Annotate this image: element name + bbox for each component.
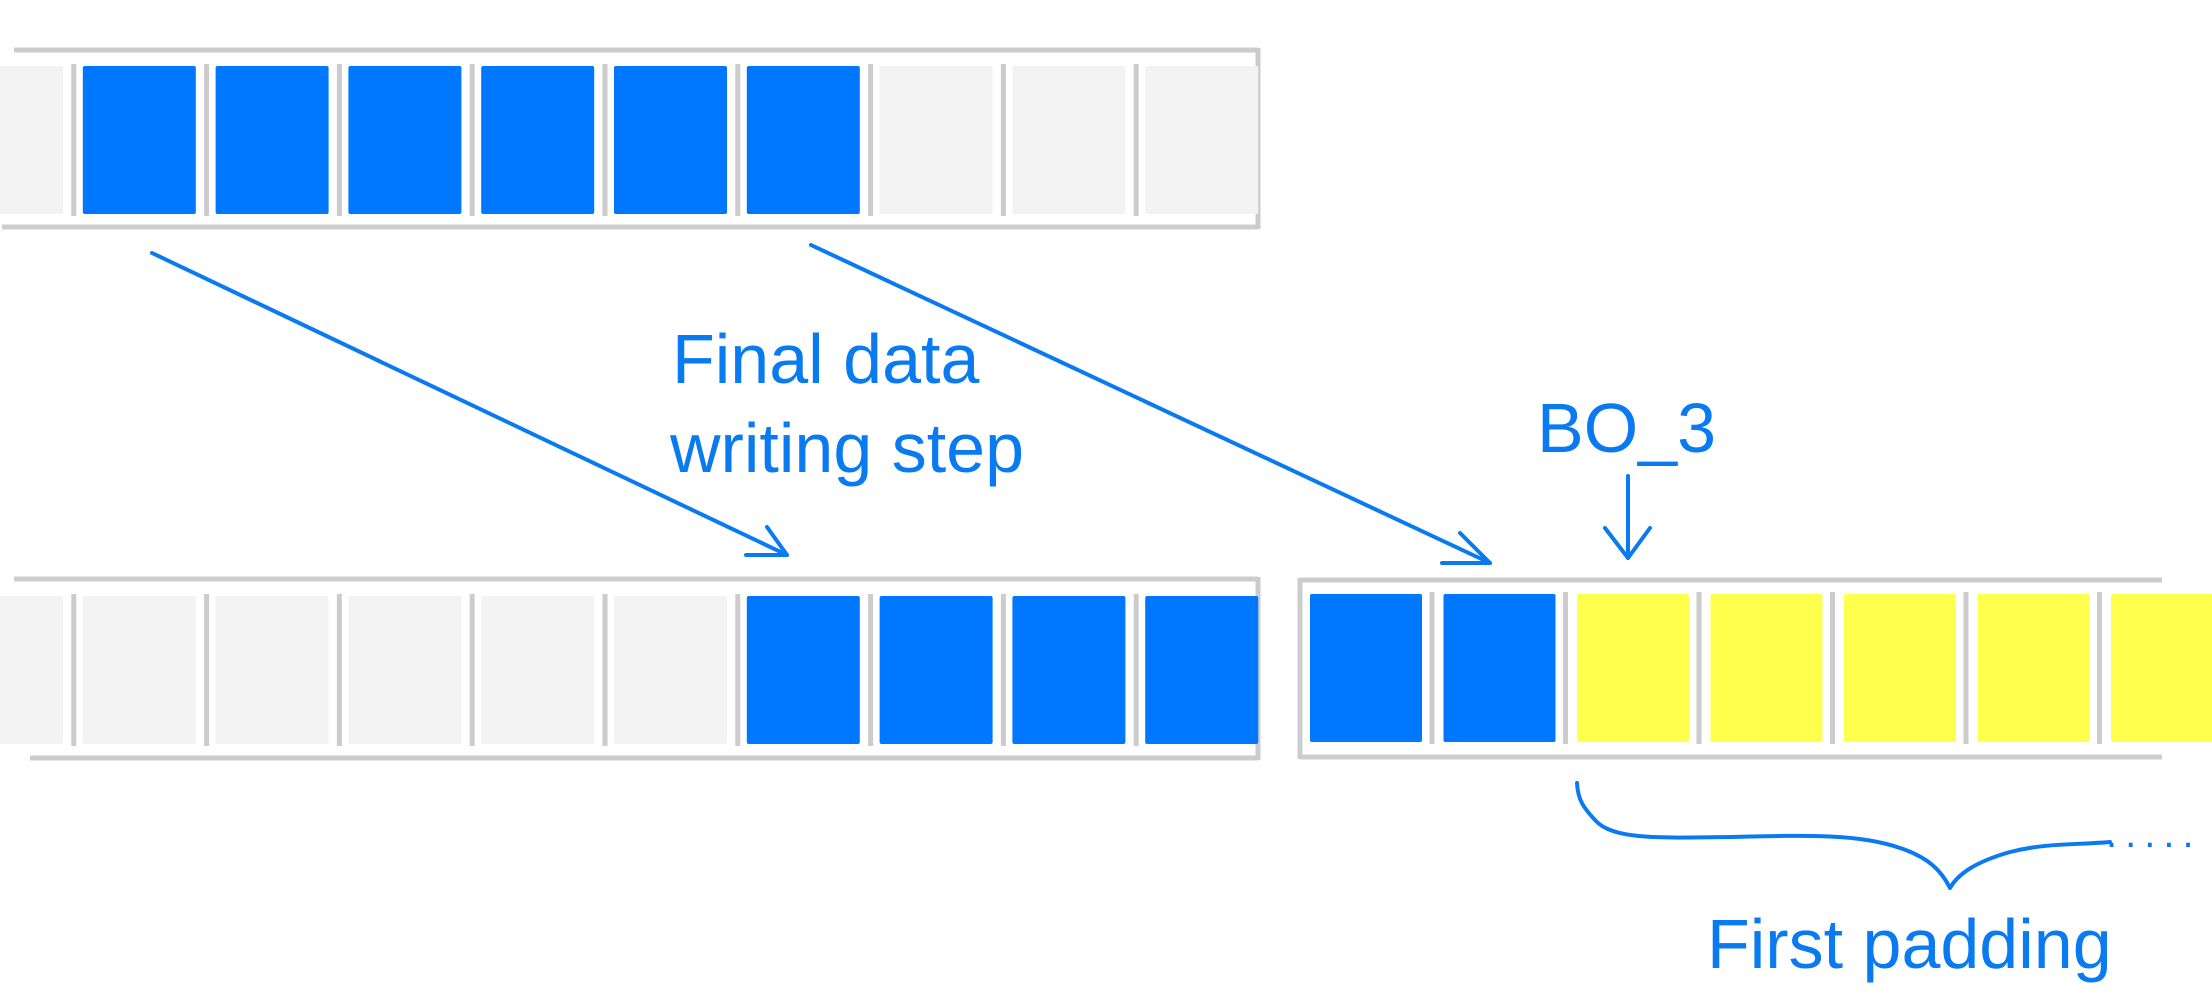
arrow-right-head bbox=[1442, 533, 1490, 563]
empty-block bbox=[614, 596, 727, 744]
padding-brace bbox=[1577, 783, 2110, 888]
dest-right-buffer-cells bbox=[1310, 592, 2212, 744]
bo-marker-arrow bbox=[1605, 476, 1650, 558]
data-block bbox=[348, 66, 461, 214]
empty-block bbox=[481, 596, 594, 744]
data-block bbox=[880, 596, 993, 744]
padding-label: First padding bbox=[1707, 905, 2112, 983]
data-block bbox=[1444, 594, 1556, 742]
arrow-right bbox=[811, 245, 1490, 563]
padding-block bbox=[2111, 594, 2212, 742]
data-block bbox=[1012, 596, 1125, 744]
continuation-dots: ..... bbox=[2106, 812, 2202, 856]
padding-block bbox=[1577, 594, 1689, 742]
data-block bbox=[1310, 594, 1422, 742]
arrow-left bbox=[152, 253, 787, 555]
data-block bbox=[747, 596, 860, 744]
step-label-line2: writing step bbox=[669, 409, 1024, 487]
padding-block bbox=[1978, 594, 2090, 742]
arrow-left-shaft bbox=[152, 253, 787, 555]
padding-block bbox=[1711, 594, 1823, 742]
empty-block bbox=[0, 596, 63, 744]
dest-left-buffer bbox=[0, 577, 1258, 760]
empty-block bbox=[1145, 66, 1258, 214]
source-buffer-cells bbox=[0, 64, 1258, 216]
empty-block bbox=[0, 66, 63, 214]
empty-block bbox=[880, 66, 993, 214]
empty-block bbox=[216, 596, 329, 744]
dest-left-buffer-cells bbox=[0, 594, 1258, 746]
dest-right-buffer bbox=[1300, 578, 2212, 759]
empty-block bbox=[348, 596, 461, 744]
data-block bbox=[481, 66, 594, 214]
source-buffer bbox=[0, 48, 1258, 229]
step-label-line1: Final data bbox=[672, 320, 979, 398]
empty-block bbox=[1012, 66, 1125, 214]
data-block bbox=[614, 66, 727, 214]
empty-block bbox=[83, 596, 196, 744]
bo-marker-label: BO_3 bbox=[1537, 389, 1716, 467]
data-block bbox=[83, 66, 196, 214]
arrow-right-shaft bbox=[811, 245, 1490, 563]
data-block bbox=[216, 66, 329, 214]
padding-block bbox=[1844, 594, 1956, 742]
data-block bbox=[1145, 596, 1258, 744]
data-block bbox=[747, 66, 860, 214]
